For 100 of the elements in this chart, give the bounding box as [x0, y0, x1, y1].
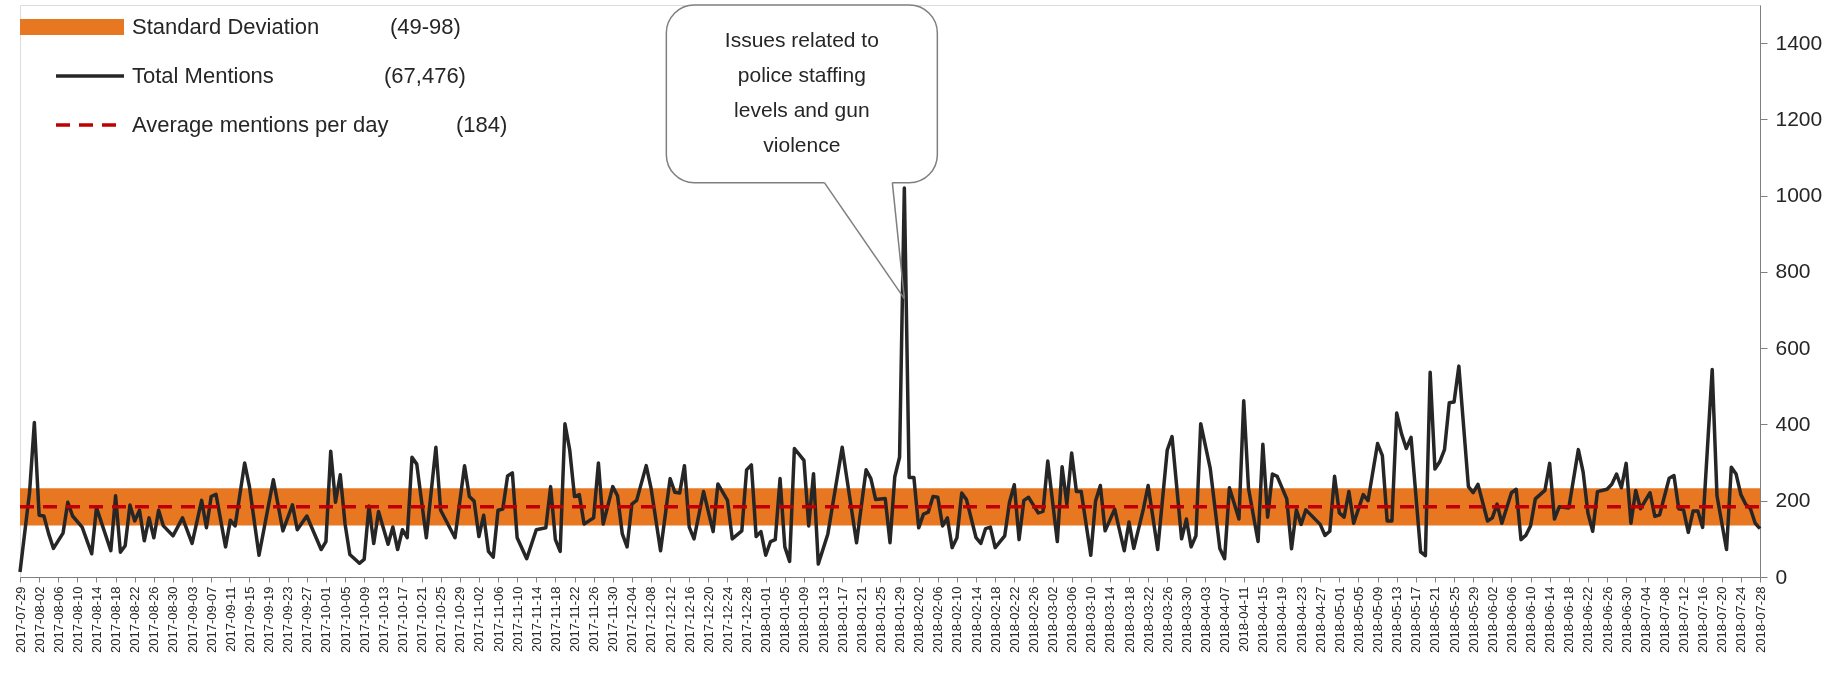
x-tick-label: 2018-03-30 [1178, 586, 1194, 653]
x-tick-label: 2018-06-10 [1523, 586, 1539, 653]
x-tick-label: 2018-01-29 [892, 586, 908, 653]
x-tick-label: 2017-08-26 [146, 586, 162, 653]
x-tick-label: 2017-08-14 [88, 586, 104, 653]
x-tick-label: 2018-05-29 [1465, 586, 1481, 653]
x-tick-label: 2017-08-18 [108, 586, 124, 653]
x-tick-label: 2018-03-18 [1121, 586, 1137, 653]
x-tick-label: 2018-02-22 [1006, 586, 1022, 653]
x-tick-label: 2018-05-09 [1370, 586, 1386, 653]
x-tick-label: 2018-01-05 [777, 586, 793, 653]
x-tick-label: 2018-06-02 [1484, 586, 1500, 653]
x-tick-label: 2018-05-01 [1331, 586, 1347, 653]
x-tick-label: 2018-05-17 [1408, 586, 1424, 653]
x-tick-label: 2018-02-10 [949, 586, 965, 653]
y-tick-label: 1200 [1775, 106, 1823, 130]
x-tick-label: 2018-05-05 [1350, 586, 1366, 653]
x-tick-label: 2017-11-26 [586, 586, 602, 653]
x-tick-label: 2018-06-14 [1542, 586, 1558, 653]
x-tick-label: 2018-06-22 [1580, 586, 1596, 653]
x-tick-label: 2018-07-12 [1676, 586, 1692, 653]
x-tick-label: 2017-07-29 [12, 586, 28, 653]
line-series [18, 186, 1762, 574]
x-tick-label: 2018-07-20 [1714, 586, 1730, 653]
x-tick-label: 2018-06-26 [1599, 586, 1615, 653]
x-tick-label: 2017-12-24 [719, 586, 735, 653]
x-tick-label: 2017-10-01 [318, 586, 334, 653]
x-tick-label: 2018-02-02 [911, 586, 927, 653]
x-tick-label: 2018-01-13 [815, 586, 831, 653]
x-tick-label: 2017-10-29 [452, 586, 468, 653]
x-tick-label: 2017-11-02 [471, 586, 487, 653]
x-tick-label: 2018-03-06 [1064, 586, 1080, 653]
legend-label: Average mentions per day [132, 112, 389, 137]
x-tick-label: 2018-06-06 [1503, 586, 1519, 653]
y-tick-label: 400 [1775, 411, 1811, 435]
x-tick-label: 2017-12-04 [624, 586, 640, 653]
x-tick-label: 2018-01-25 [872, 586, 888, 653]
x-tick-label: 2018-04-27 [1312, 586, 1328, 653]
x-tick-label: 2018-07-16 [1695, 586, 1711, 653]
x-tick-label: 2018-01-21 [853, 586, 869, 653]
x-tick-label: 2018-05-13 [1389, 586, 1405, 653]
x-tick-label: 2018-02-14 [968, 586, 984, 653]
x-tick-label: 2018-03-26 [1159, 586, 1175, 653]
x-tick-label: 2018-03-02 [1045, 586, 1061, 653]
x-tick-label: 2017-09-23 [280, 586, 296, 653]
x-tick-label: 2017-09-15 [241, 586, 257, 653]
x-tick-label: 2018-03-22 [1140, 586, 1156, 653]
x-tick-label: 2017-12-16 [681, 586, 697, 653]
x-tick-label: 2017-11-06 [490, 586, 506, 653]
x-tick-label: 2018-06-30 [1618, 586, 1634, 653]
x-tick-label: 2018-06-18 [1561, 586, 1577, 653]
x-tick-label: 2018-07-24 [1733, 586, 1749, 653]
x-tick-label: 2017-12-28 [739, 586, 755, 653]
x-tick-label: 2017-11-14 [528, 586, 544, 653]
x-tick-label: 2017-08-30 [165, 586, 181, 653]
x-tick-label: 2017-12-08 [643, 586, 659, 653]
x-tick-label: 2018-04-15 [1255, 586, 1271, 653]
x-tick-label: 2017-10-09 [356, 586, 372, 653]
x-tick-label: 2018-05-25 [1446, 586, 1462, 653]
annotation: (184) [456, 112, 508, 137]
x-tick-label: 2017-09-27 [299, 586, 315, 653]
x-tick-label: 2018-05-21 [1427, 586, 1443, 653]
x-tick-label: 2018-07-08 [1656, 586, 1672, 653]
x-tick-label: 2018-02-26 [1025, 586, 1041, 653]
annotation: (67,476) [384, 63, 466, 88]
x-tick-label: 2018-03-10 [1083, 586, 1099, 653]
y-tick-label: 600 [1775, 335, 1811, 359]
x-tick-label: 2018-01-09 [796, 586, 812, 653]
x-tick-label: 2017-10-21 [414, 586, 430, 653]
x-tick-label: 2018-02-06 [930, 586, 946, 653]
x-tick-label: 2017-09-03 [184, 586, 200, 653]
x-tick-label: 2018-04-11 [1236, 586, 1252, 653]
x-tick-label: 2017-09-11 [222, 586, 238, 653]
x-tick-label: 2017-10-25 [433, 586, 449, 653]
x-tick-label: 2017-08-22 [127, 586, 143, 653]
x-tick-label: 2018-04-19 [1274, 586, 1290, 653]
x-tick-label: 2017-08-02 [31, 586, 47, 653]
legend-label: Total Mentions [132, 63, 274, 88]
x-tick-label: 2017-08-10 [69, 586, 85, 653]
annotation: (49-98) [390, 14, 461, 39]
x-tick-label: 2017-10-05 [337, 586, 353, 653]
x-tick-label: 2017-11-22 [567, 586, 583, 653]
x-tick-label: 2018-04-23 [1293, 586, 1309, 653]
y-tick-label: 200 [1775, 488, 1811, 512]
x-tick-label: 2017-09-07 [203, 586, 219, 653]
y-tick-label: 1400 [1775, 30, 1823, 54]
x-tick-label: 2018-04-07 [1217, 586, 1233, 653]
x-tick-label: 2018-03-14 [1102, 586, 1118, 653]
x-tick-label: 2017-10-13 [375, 586, 391, 653]
legend-label: Standard Deviation [132, 14, 320, 39]
x-tick-label: 2018-01-01 [758, 586, 774, 653]
x-tick-label: 2017-09-19 [261, 586, 277, 653]
x-tick-label: 2017-08-06 [50, 586, 66, 653]
x-tick-label: 2017-10-17 [394, 586, 410, 653]
y-tick-label: 1000 [1775, 183, 1823, 207]
x-tick-label: 2018-07-04 [1637, 586, 1653, 653]
x-tick-label: 2017-12-12 [662, 586, 678, 653]
x-tick-label: 2018-01-17 [834, 586, 850, 653]
x-tick-label: 2018-02-18 [987, 586, 1003, 653]
x-tick-label: 2017-11-18 [547, 586, 563, 653]
